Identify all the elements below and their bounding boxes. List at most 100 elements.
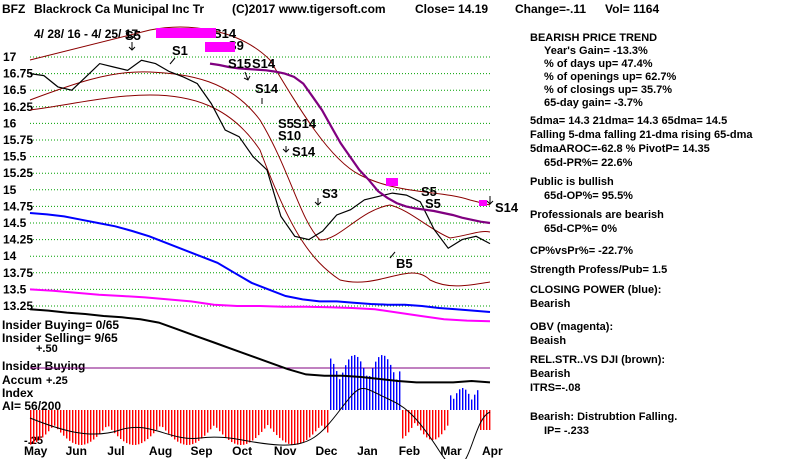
copyright-text: (C)2017 www.tigersoft.com <box>232 2 386 16</box>
stat-line: % of closings up= 35.7% <box>544 84 673 96</box>
accum-bar <box>231 410 233 443</box>
accum-bar <box>327 410 329 433</box>
accum-bar <box>222 410 224 435</box>
accum-bar <box>159 410 161 427</box>
date-range: 4/ 28/ 16 - 4/ 25/ 17 <box>34 27 138 41</box>
accum-bar <box>300 410 302 444</box>
signal-s14: S14 <box>292 144 316 159</box>
accum-bar <box>39 410 41 440</box>
accum-bar <box>108 410 110 427</box>
accum-bar <box>180 410 182 444</box>
signal-arrows <box>128 42 494 259</box>
signal-s14: S14 <box>213 26 237 41</box>
signal-s14: S14 <box>255 81 279 96</box>
accum-bar <box>150 410 152 437</box>
accum-bar <box>156 410 158 430</box>
accum-bar <box>294 410 296 445</box>
accum-smooth-line <box>29 388 491 459</box>
accum-bar <box>285 410 287 443</box>
signal-s14: S14 <box>293 116 317 131</box>
accum-bar <box>456 393 458 410</box>
accum-bar <box>378 357 380 410</box>
accum-bar <box>195 410 197 443</box>
stat-line: OBV (magenta): <box>530 321 614 333</box>
accum-bar <box>36 410 38 443</box>
stat-line: Bearish <box>530 368 571 380</box>
y-tick-label: 15 <box>3 183 17 197</box>
lower-tick-plus50: +.50 <box>36 343 58 355</box>
accum-bar <box>348 359 350 410</box>
stat-line: Bearish: Distrubtion Falling. <box>530 411 678 423</box>
accum-bar <box>444 410 446 431</box>
stat-line: 5dma= 14.3 21dma= 14.3 65dma= 14.5 <box>530 115 728 127</box>
stat-line: REL.STR..VS DJI (brown): <box>530 354 666 366</box>
series-line-closing-power <box>29 212 491 313</box>
accum-bar <box>387 359 389 410</box>
accum-bar <box>453 398 455 410</box>
accum-bar <box>465 389 467 410</box>
accum-bar <box>48 410 50 432</box>
accum-bar <box>426 410 428 438</box>
upper-band <box>29 26 491 206</box>
accum-bar <box>312 410 314 435</box>
accum-bar <box>213 410 215 426</box>
accum-bar <box>390 364 392 410</box>
x-axis-labels: May Jun Jul Aug Sep Oct Nov Dec Jan Feb Mar Apr <box>24 444 503 458</box>
volume-value: Vol= 1164 <box>605 2 659 16</box>
accum-bar <box>267 410 269 426</box>
accum-bar <box>78 410 80 445</box>
accum-bar <box>324 410 326 430</box>
accum-bar <box>411 410 413 428</box>
accum-bar <box>279 410 281 438</box>
x-tick-label: Aug <box>149 444 172 458</box>
y-tick-label: 16.5 <box>3 83 27 97</box>
accum-bar <box>228 410 230 440</box>
accum-bar <box>330 358 332 410</box>
accum-bar <box>372 368 374 410</box>
y-tick-label: 13.25 <box>3 299 33 313</box>
lower-tick-plus25: +.25 <box>46 375 68 387</box>
stat-line: IP= -.233 <box>544 425 589 437</box>
accum-bar <box>471 399 473 410</box>
accum-bar <box>384 355 386 410</box>
accum-bar <box>183 410 185 445</box>
accum-bar <box>396 379 398 410</box>
accum-bar <box>480 410 482 430</box>
accum-bar <box>486 410 488 430</box>
accum-bar <box>243 410 245 445</box>
x-tick-label: Apr <box>482 444 503 458</box>
y-tick-label: 13.5 <box>3 282 27 296</box>
y-tick-label: 14.25 <box>3 233 33 247</box>
signal-s5: S5 <box>278 116 294 131</box>
accum-bar <box>216 410 218 428</box>
accum-bar <box>72 410 74 443</box>
stat-line: Falling 5-dma falling 21-dma rising 65-d… <box>530 129 753 141</box>
accum-bar <box>186 410 188 445</box>
series-line-65-dma <box>209 62 491 225</box>
accum-bar <box>153 410 155 434</box>
close-value: Close= 14.19 <box>415 2 488 16</box>
stat-line: 65-day gain= -3.7% <box>544 97 643 109</box>
stat-line: % of openings up= 62.7% <box>544 71 677 83</box>
signal-s15: S15 <box>228 56 251 71</box>
accum-bar <box>51 410 53 428</box>
accum-index-bars <box>30 355 491 445</box>
stat-line: Public is bullish <box>530 176 614 188</box>
accum-bar <box>252 410 254 441</box>
accum-bar <box>240 410 242 445</box>
accum-bar <box>393 372 395 410</box>
accum-bar <box>375 361 377 410</box>
accum-bar <box>474 394 476 410</box>
signal-b5: B5 <box>396 256 413 271</box>
y-tick-label: 15.75 <box>3 133 33 147</box>
accum-bar <box>147 410 149 440</box>
series-line-obv <box>29 288 491 323</box>
accum-bar <box>219 410 221 432</box>
accum-bar <box>198 410 200 441</box>
stat-line: % of days up= 47.4% <box>544 58 653 70</box>
stat-line: 65d-PR%= 22.6% <box>544 157 633 169</box>
accum-bar <box>111 410 113 430</box>
insider-buying-text: Insider Buying= 0/65 <box>2 318 119 332</box>
y-tick-label: 14.75 <box>3 199 33 213</box>
accum-bar <box>483 410 485 430</box>
